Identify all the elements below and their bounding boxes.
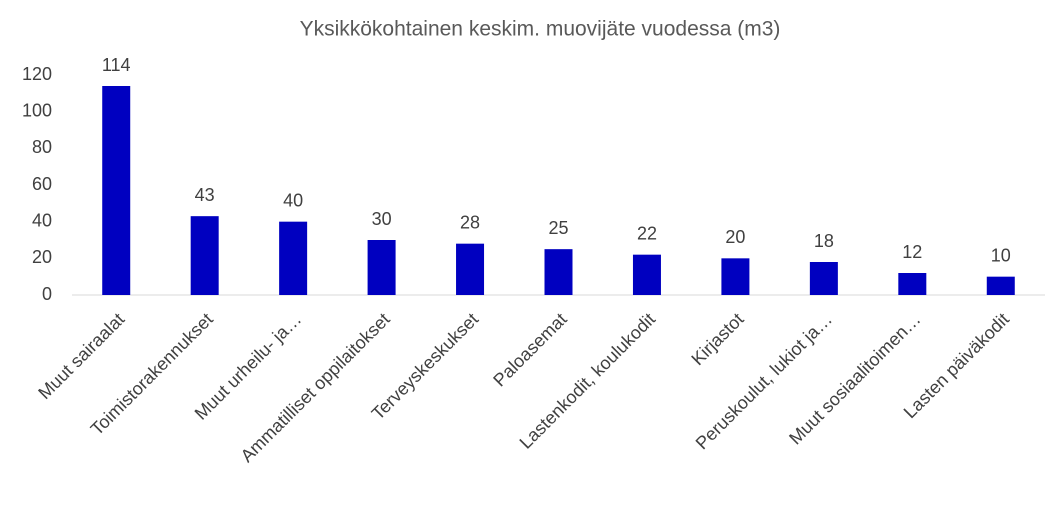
bar: [721, 258, 750, 295]
bar: [986, 276, 1015, 295]
bar: [279, 221, 308, 295]
bar: [190, 216, 219, 295]
data-label: 20: [725, 227, 745, 247]
data-label: 22: [637, 223, 657, 243]
bar: [456, 243, 485, 295]
data-label: 28: [460, 212, 480, 232]
data-label: 40: [283, 190, 303, 210]
y-tick-label: 20: [32, 247, 52, 267]
data-label: 10: [991, 245, 1011, 265]
data-label: 25: [548, 218, 568, 238]
bar: [632, 254, 661, 295]
data-label: 43: [195, 185, 215, 205]
bar: [898, 273, 927, 295]
chart-title: Yksikkökohtainen keskim. muovijäte vuode…: [300, 18, 781, 41]
data-label: 12: [902, 242, 922, 262]
data-label: 114: [102, 55, 131, 75]
data-label: 18: [814, 231, 834, 251]
x-tick-label: Ammatilliset oppilaitokset: [237, 309, 394, 466]
y-tick-label: 80: [32, 137, 52, 157]
x-tick-label: Paloasemat: [489, 309, 570, 390]
x-tick-label: Kirjastot: [687, 309, 747, 369]
y-tick-label: 100: [22, 100, 52, 120]
y-tick-label: 60: [32, 174, 52, 194]
y-tick-label: 120: [22, 64, 52, 84]
data-label: 30: [372, 209, 392, 229]
bar: [102, 86, 131, 295]
bar: [367, 240, 396, 295]
bar: [809, 262, 838, 295]
y-tick-label: 0: [42, 284, 52, 304]
y-tick-label: 40: [32, 210, 52, 230]
bar: [544, 249, 573, 295]
x-tick-label: Muut sairaalat: [34, 309, 128, 403]
